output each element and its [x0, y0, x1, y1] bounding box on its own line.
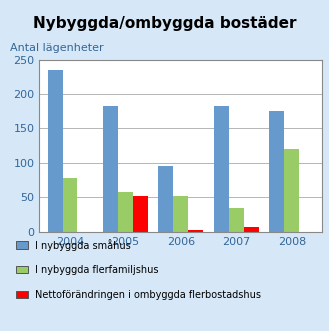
Bar — [284, 149, 299, 232]
Text: Antal lägenheter: Antal lägenheter — [10, 43, 104, 53]
Bar — [173, 196, 189, 232]
Bar — [118, 192, 133, 232]
Bar — [133, 196, 148, 232]
Bar — [189, 230, 203, 232]
Text: Nybyggda/ombyggda bostäder: Nybyggda/ombyggda bostäder — [33, 16, 296, 31]
Bar — [269, 111, 284, 232]
Bar — [63, 178, 78, 232]
Text: I nybyggda småhus: I nybyggda småhus — [35, 239, 130, 251]
Bar — [47, 70, 63, 232]
Text: Nettoförändringen i ombyggda flerbostadshus: Nettoförändringen i ombyggda flerbostads… — [35, 290, 261, 300]
Bar — [244, 227, 259, 232]
Bar — [103, 106, 118, 232]
Bar — [229, 208, 244, 232]
Text: I nybyggda flerfamiljshus: I nybyggda flerfamiljshus — [35, 265, 158, 275]
Bar — [214, 106, 229, 232]
Bar — [159, 166, 173, 232]
